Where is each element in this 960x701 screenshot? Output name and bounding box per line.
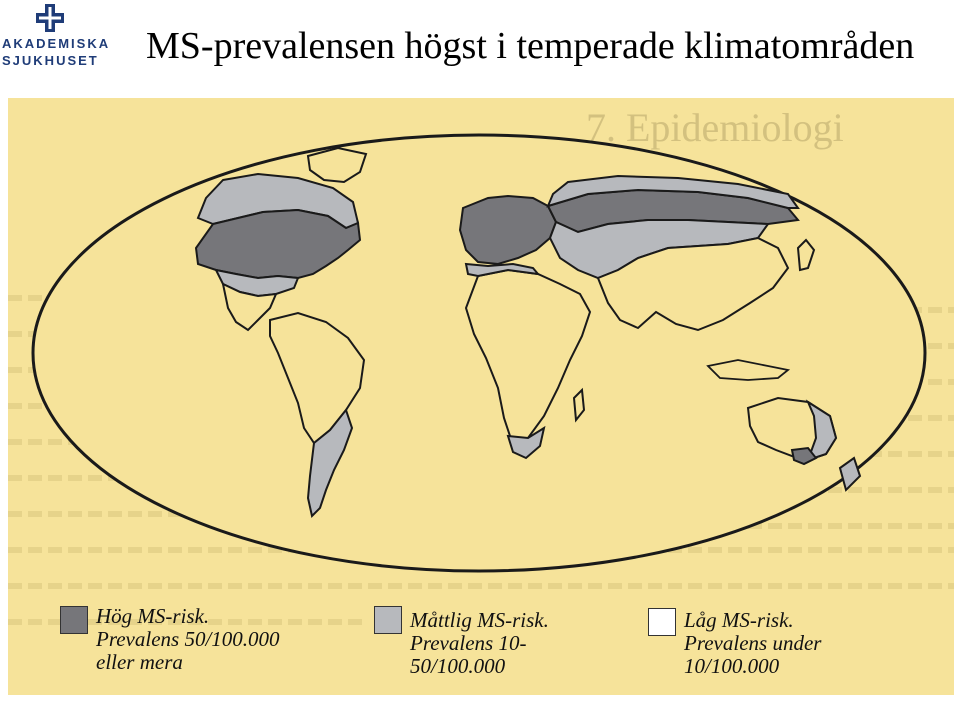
legend-low-line1: Låg MS-risk. — [684, 608, 794, 632]
south-america-moderate — [306, 407, 354, 518]
legend-high-line3: eller mera — [96, 650, 183, 674]
north-africa-moderate — [464, 262, 541, 278]
legend-low-line2: Prevalens under — [684, 631, 822, 655]
asia-north-moderate — [546, 174, 800, 209]
logo-text-line2: SJUKHUSET — [2, 53, 99, 68]
scanned-book-page: 7. Epidemiologi — [8, 98, 954, 695]
legend-high-line2: Prevalens 50/100.000 — [96, 627, 280, 651]
greenland — [306, 146, 368, 184]
new-zealand — [838, 456, 862, 492]
legend-moderate-line2: Prevalens 10- — [410, 631, 527, 655]
legend-moderate-line1: Måttlig MS-risk. — [410, 608, 549, 632]
australia-high — [790, 446, 818, 466]
legend-swatch-high — [60, 606, 88, 634]
legend-low-line3: 10/100.000 — [684, 654, 780, 678]
medical-cross-icon — [36, 4, 64, 32]
africa-low — [464, 268, 592, 444]
slide-title: MS-prevalensen högst i temperade klimato… — [146, 25, 915, 67]
chapter-heading: 7. Epidemiologi — [586, 105, 844, 150]
legend-high-line1: Hög MS-risk. — [96, 604, 210, 628]
indonesia — [706, 359, 791, 381]
central-america-low — [221, 282, 278, 332]
legend-moderate-line3: 50/100.000 — [410, 654, 506, 678]
south-africa-moderate — [506, 425, 546, 460]
legend-swatch-low — [648, 608, 676, 636]
japan — [796, 238, 816, 272]
asia-south-low — [596, 236, 790, 332]
world-map — [8, 133, 954, 625]
legend-swatch-moderate — [374, 606, 402, 634]
akademiska-sjukhuset-logo: AKADEMISKA SJUKHUSET — [0, 0, 135, 90]
europe-high — [458, 194, 558, 266]
australia-moderate — [805, 399, 838, 462]
madagascar — [572, 387, 586, 423]
logo-text-line1: AKADEMISKA — [2, 36, 111, 51]
